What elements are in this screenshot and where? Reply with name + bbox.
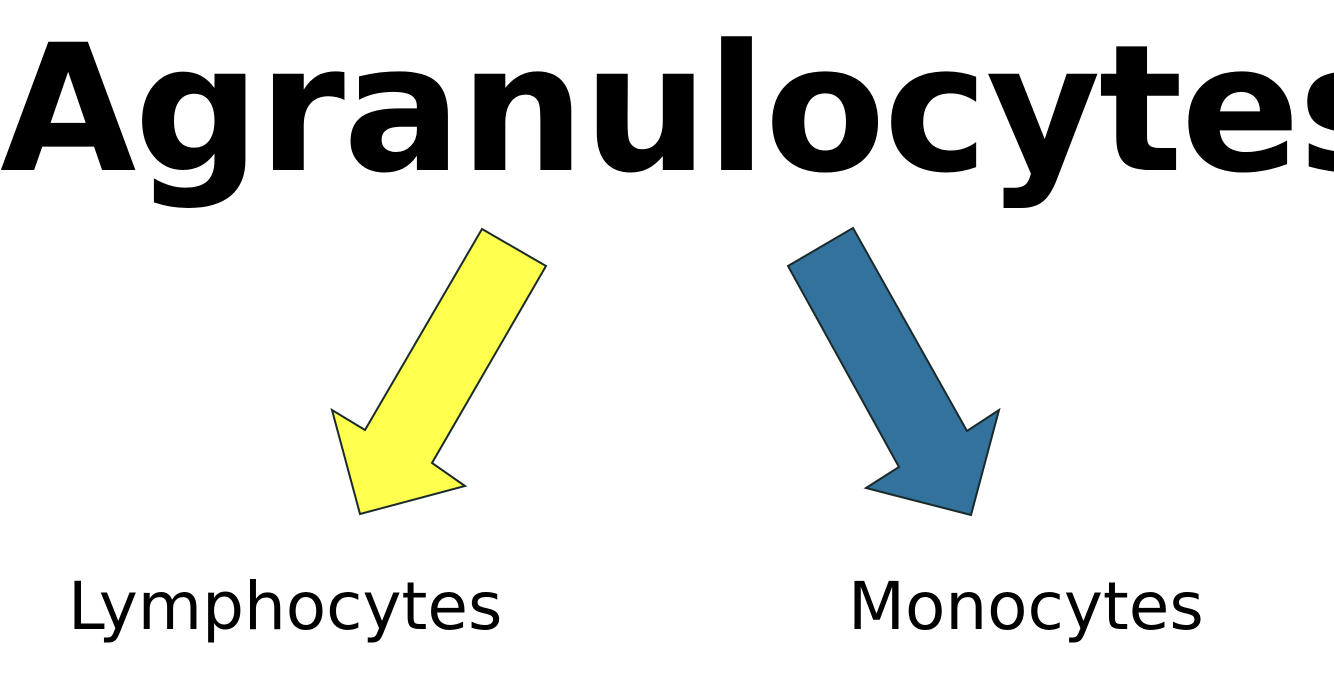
arrow-down-right-icon <box>786 226 1001 517</box>
branch-label-monocytes: Monocytes <box>848 568 1204 645</box>
branch-label-lymphocytes: Lymphocytes <box>68 568 503 645</box>
diagram-title: Agranulocytes <box>0 7 1334 212</box>
arrow-down-left-icon <box>330 227 548 516</box>
